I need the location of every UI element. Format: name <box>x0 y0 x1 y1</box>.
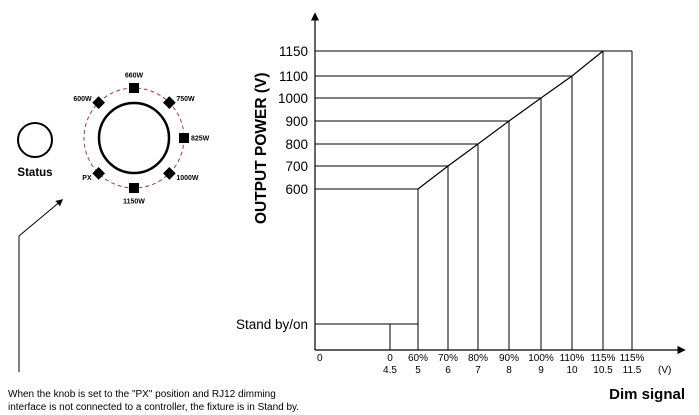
y-tick-label-6: 600 <box>285 182 308 197</box>
x-tick-pct-7: 115% <box>591 353 616 364</box>
knob-position-marker-4 <box>129 183 139 193</box>
knob-position-label-1: 750W <box>176 96 195 103</box>
x-tick-volt-5: 9 <box>538 365 544 376</box>
x-tick-pct-8: 115% <box>620 353 645 364</box>
note-line-1: When the knob is set to the "PX" positio… <box>8 389 276 400</box>
y-tick-label-5: 700 <box>285 159 308 174</box>
y-tick-label-7: Stand by/on <box>236 317 308 332</box>
y-tick-label-1: 1100 <box>279 69 308 84</box>
status-indicator: Status <box>17 122 53 179</box>
x-tick-volt-8: 11.5 <box>623 365 642 376</box>
knob-position-marker-3 <box>162 166 176 180</box>
knob-position-label-4: 1150W <box>123 199 145 206</box>
knob-position-label-6: 600W <box>73 96 92 103</box>
x-tick-pct-1: 60% <box>408 353 428 364</box>
x-tick-volt-6: 10 <box>566 365 578 376</box>
x-tick-pct-6: 110% <box>560 353 585 364</box>
note-leader-arrow <box>18 199 64 237</box>
y-tick-label-0: 1150 <box>279 44 308 59</box>
y-tick-label-2: 1000 <box>278 91 308 106</box>
knob-position-label-2: 825W <box>191 136 210 143</box>
power-ramp-line <box>417 50 604 190</box>
knob-position-label-0: 660W <box>125 73 144 80</box>
x-tick-volt-4: 8 <box>506 365 512 376</box>
x-tick-volt-3: 7 <box>475 365 481 376</box>
knob-position-label-5: PX <box>82 175 92 182</box>
knob-position-marker-2 <box>179 133 189 143</box>
y-axis-title: OUTPUT POWER (V) <box>253 72 270 224</box>
knob-position-label-3: 1000W <box>176 175 199 182</box>
x-tick-pct-0: 0 <box>387 353 393 364</box>
origin-label: 0 <box>317 353 323 364</box>
y-tick-label-4: 800 <box>285 137 308 152</box>
x-unit-label: (V) <box>658 365 671 376</box>
x-tick-volt-2: 6 <box>445 365 451 376</box>
y-tick-label-3: 900 <box>285 114 308 129</box>
knob-position-marker-0 <box>129 83 139 93</box>
power-chart: OUTPUT POWER (V) Dim signal 0 (V) 1150 11… <box>236 12 686 403</box>
status-label: Status <box>17 167 52 179</box>
note-line-2: interface is not connected to a controll… <box>8 402 299 413</box>
x-tick-volt-0: 4.5 <box>383 365 397 376</box>
status-led-icon <box>17 122 53 158</box>
x-tick-pct-3: 80% <box>468 353 488 364</box>
x-tick-pct-5: 100% <box>528 353 554 364</box>
x-axis-title: Dim signal <box>609 386 685 403</box>
power-selector-knob: 660W 750W 825W 1000W 1150W PX 600W <box>73 73 209 206</box>
x-tick-volt-1: 5 <box>415 365 421 376</box>
x-tick-volt-7: 10.5 <box>593 365 613 376</box>
x-tick-pct-4: 90% <box>499 353 519 364</box>
knob-position-marker-5 <box>92 166 106 180</box>
knob-dial-icon <box>97 101 171 175</box>
x-tick-pct-2: 70% <box>438 353 458 364</box>
